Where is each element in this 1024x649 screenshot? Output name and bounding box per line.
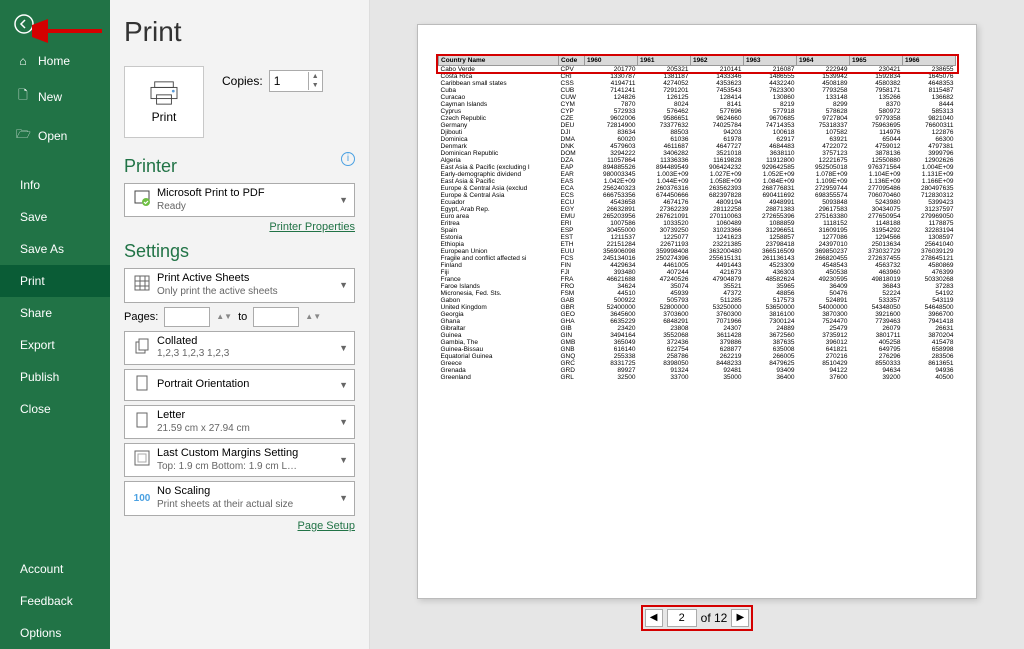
nav-save-as[interactable]: Save As bbox=[0, 233, 110, 265]
table-row: GrenadaGRD899279132492481934099412294634… bbox=[439, 367, 956, 374]
table-row: FijiFJI393480407244421673436303450538463… bbox=[439, 269, 956, 276]
table-row: CuracaoCUW124826126125128414130860133148… bbox=[439, 94, 956, 101]
page-setup-link[interactable]: Page Setup bbox=[298, 520, 356, 532]
nav-export[interactable]: Export bbox=[0, 329, 110, 361]
margins-dropdown[interactable]: Last Custom Margins SettingTop: 1.9 cm B… bbox=[124, 443, 355, 477]
copies-spinner[interactable]: ▲▼ bbox=[269, 70, 323, 92]
table-row: FranceFRA4662168847240526479048794858262… bbox=[439, 276, 956, 283]
table-row: Equatorial GuineaGNQ25533825878626221926… bbox=[439, 353, 956, 360]
copies-label: Copies: bbox=[222, 74, 263, 88]
table-row: United KingdomGBR52400000528000005325000… bbox=[439, 304, 956, 311]
nav-info[interactable]: Info bbox=[0, 169, 110, 201]
nav-close[interactable]: Close bbox=[0, 393, 110, 425]
table-row: Cabo VerdeCPV201770205321210141216087222… bbox=[439, 66, 956, 74]
pages-to[interactable] bbox=[253, 307, 299, 327]
table-row: FinlandFIN442963444610054491443452330945… bbox=[439, 262, 956, 269]
table-row: GhanaGHA66352296848291707196673001247524… bbox=[439, 318, 956, 325]
table-row: EritreaERI100758610335201060489108885911… bbox=[439, 220, 956, 227]
nav-open[interactable]: 🗁Open bbox=[0, 116, 110, 155]
collated-icon bbox=[131, 338, 153, 358]
back-button[interactable] bbox=[0, 8, 110, 45]
table-row: Europe & Central Asia (excludECA25624032… bbox=[439, 185, 956, 192]
table-row: Micronesia, Fed. Sts.FSM4451045939473724… bbox=[439, 290, 956, 297]
sheets-icon bbox=[131, 275, 153, 295]
table-row: Early-demographic dividendEAR9800033451.… bbox=[439, 171, 956, 178]
copies-up[interactable]: ▲ bbox=[309, 72, 322, 81]
table-row: CubaCUB714124172912017453543762330077932… bbox=[439, 87, 956, 94]
printer-heading: Printer bbox=[124, 156, 355, 177]
table-row: Euro areaEMU2652039562676210912701100632… bbox=[439, 213, 956, 220]
table-row: EcuadorECU454365846741764809194494899150… bbox=[439, 199, 956, 206]
nav-home[interactable]: ⌂Home bbox=[0, 45, 110, 77]
table-row: CyprusCYP5729335764625776965779185786285… bbox=[439, 108, 956, 115]
table-row: DjiboutiDJI83634885039420310061810758211… bbox=[439, 129, 956, 136]
nav-print[interactable]: Print bbox=[0, 265, 110, 297]
scaling-dropdown[interactable]: 100 No ScalingPrint sheets at their actu… bbox=[124, 481, 355, 515]
table-row: Fragile and conflict affected siFCS24513… bbox=[439, 255, 956, 262]
table-row: DenmarkDNK457960346116874647727468448347… bbox=[439, 143, 956, 150]
portrait-icon bbox=[131, 375, 153, 395]
margins-icon bbox=[131, 450, 153, 470]
printer-info-icon[interactable]: i bbox=[341, 152, 355, 166]
table-row: Faroe IslandsFRO346243507435521359653640… bbox=[439, 283, 956, 290]
print-what-dropdown[interactable]: Print Active SheetsOnly print the active… bbox=[124, 268, 355, 302]
table-row: EthiopiaETH22151284226711932322138523798… bbox=[439, 241, 956, 248]
pager-prev[interactable]: ◀ bbox=[645, 609, 663, 627]
caret-icon: ▼ bbox=[335, 195, 348, 205]
nav-publish[interactable]: Publish bbox=[0, 361, 110, 393]
table-row: DominicaDMA60020610366197862917639216504… bbox=[439, 136, 956, 143]
pages-label: Pages: bbox=[124, 311, 158, 323]
table-row: AlgeriaDZA110578641133633611619828119128… bbox=[439, 157, 956, 164]
table-row: GuineaGIN3494164355206836114283672560373… bbox=[439, 332, 956, 339]
back-arrow-icon bbox=[14, 14, 34, 34]
settings-heading: Settings bbox=[124, 241, 355, 262]
nav-options[interactable]: Options bbox=[0, 617, 110, 649]
table-row: Guinea-BissauGNB616140622754628877635008… bbox=[439, 346, 956, 353]
table-row: Europe & Central AsiaECS6667533566744506… bbox=[439, 192, 956, 199]
printer-ready-icon bbox=[131, 189, 153, 211]
collated-dropdown[interactable]: Collated1,2,3 1,2,3 1,2,3 ▼ bbox=[124, 331, 355, 365]
table-row: SpainESP30455000307392503102336631296651… bbox=[439, 227, 956, 234]
table-row: GabonGAB50092250579351128551757352489153… bbox=[439, 297, 956, 304]
printer-dropdown[interactable]: Microsoft Print to PDFReady ▼ bbox=[124, 183, 355, 217]
table-row: GibraltarGIB2342023808243072488925479260… bbox=[439, 325, 956, 332]
orientation-dropdown[interactable]: Portrait Orientation ▼ bbox=[124, 369, 355, 401]
nav-new[interactable]: 🗋New bbox=[0, 77, 110, 116]
print-preview-page: Country NameCode196019611962196319641965… bbox=[417, 24, 977, 599]
copies-input[interactable] bbox=[270, 74, 308, 88]
copies-down[interactable]: ▼ bbox=[309, 81, 322, 90]
table-row: East Asia & PacificEAS1.042E+091.044E+09… bbox=[439, 178, 956, 185]
nav-share[interactable]: Share bbox=[0, 297, 110, 329]
table-row: GreeceGRC8331725839805084482338479625851… bbox=[439, 360, 956, 367]
nav-save[interactable]: Save bbox=[0, 201, 110, 233]
table-row: Costa RicaCRI133078713811871433346148655… bbox=[439, 73, 956, 80]
pager-current[interactable] bbox=[667, 609, 697, 627]
page-title: Print bbox=[124, 16, 355, 48]
paper-icon bbox=[131, 412, 153, 432]
printer-properties-link[interactable]: Printer Properties bbox=[269, 221, 355, 233]
table-row: EstoniaEST121153712250771241623125885712… bbox=[439, 234, 956, 241]
table-row: Cayman IslandsCYM78708024814182198299837… bbox=[439, 101, 956, 108]
table-row: Dominican RepublicDOM3294222340628235210… bbox=[439, 150, 956, 157]
printer-icon bbox=[149, 80, 179, 106]
table-row: Czech RepublicCZE96020069586651962466096… bbox=[439, 115, 956, 122]
nav-feedback[interactable]: Feedback bbox=[0, 585, 110, 617]
print-button[interactable]: Print bbox=[124, 66, 204, 138]
table-row: GreenlandGRL3250033700350003640037600392… bbox=[439, 374, 956, 381]
table-row: East Asia & Pacific (excluding IEAP89488… bbox=[439, 164, 956, 171]
table-row: GermanyDEU728149007337763274025784747143… bbox=[439, 122, 956, 129]
table-row: European UnionEUU35690609835999840836320… bbox=[439, 248, 956, 255]
table-row: GeorgiaGEO364560037036003760300381610038… bbox=[439, 311, 956, 318]
pager-total: of 12 bbox=[701, 611, 728, 625]
pager-next[interactable]: ▶ bbox=[731, 609, 749, 627]
table-row: Caribbean small statesCSS419471142740524… bbox=[439, 80, 956, 87]
nav-account[interactable]: Account bbox=[0, 553, 110, 585]
pages-from[interactable] bbox=[164, 307, 210, 327]
table-row: Egypt, Arab Rep.EGY266328912736223928112… bbox=[439, 206, 956, 213]
scaling-icon: 100 bbox=[131, 493, 153, 504]
paper-dropdown[interactable]: Letter21.59 cm x 27.94 cm ▼ bbox=[124, 405, 355, 439]
table-row: Gambia, TheGMB36504937243637988638763539… bbox=[439, 339, 956, 346]
